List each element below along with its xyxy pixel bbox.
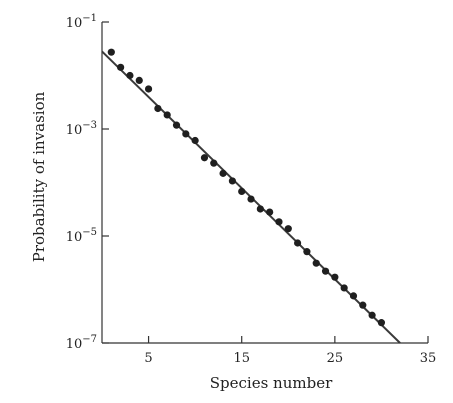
data-point (275, 218, 283, 226)
x-axis-label: Species number (210, 374, 333, 392)
data-point (219, 169, 227, 177)
data-point (294, 239, 302, 247)
data-point (182, 130, 190, 138)
y-tick-label: 10−5 (66, 227, 97, 245)
data-points (107, 48, 386, 327)
data-point (377, 319, 386, 327)
x-tick-label: 5 (144, 351, 152, 366)
data-point (349, 292, 358, 300)
data-point (163, 111, 171, 119)
data-point (238, 187, 246, 196)
axes: 5 15 25 35 10−1 10−3 10−5 10−7 (66, 13, 437, 366)
data-point (340, 284, 348, 292)
data-point (228, 177, 236, 185)
data-point (321, 267, 330, 275)
data-point (359, 301, 367, 309)
data-point (117, 63, 125, 71)
data-point (135, 76, 143, 84)
data-point (247, 195, 255, 203)
data-point (126, 71, 134, 80)
data-point (312, 259, 320, 267)
y-tick-label: 10−3 (66, 120, 97, 138)
data-point (107, 48, 115, 56)
data-point (200, 154, 209, 162)
data-point (144, 85, 153, 93)
data-point (368, 311, 376, 319)
data-point (191, 136, 199, 145)
data-point (210, 159, 218, 167)
x-tick-label: 35 (420, 351, 437, 366)
data-point (303, 248, 311, 256)
y-tick-label: 10−7 (66, 334, 97, 352)
x-tick-label: 15 (233, 351, 250, 366)
data-point (331, 273, 339, 281)
data-point (172, 121, 181, 129)
data-point (284, 225, 292, 233)
data-point (266, 208, 274, 216)
x-tick-label: 25 (327, 351, 344, 366)
y-axis-label: Probability of invasion (30, 91, 48, 262)
y-tick-label: 10−1 (66, 13, 97, 31)
data-point (256, 205, 264, 213)
data-point (154, 104, 162, 113)
